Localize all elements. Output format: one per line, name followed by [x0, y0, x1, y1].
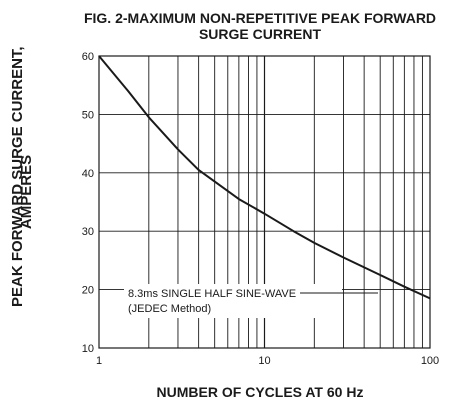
x-tick-label: 1 — [96, 355, 102, 367]
x-tick-label: 100 — [421, 355, 439, 367]
series-line — [98, 55, 431, 300]
y-tick-label: 50 — [82, 109, 94, 121]
y-tick-label: 40 — [82, 168, 94, 180]
y-tick-label: 30 — [82, 226, 94, 238]
y-tick-label: 20 — [82, 285, 94, 297]
y-tick-label: 60 — [82, 51, 94, 63]
chart-title-line-2: SURGE CURRENT — [198, 26, 322, 42]
annotation-text-line-2: (JEDEC Method) — [128, 303, 211, 315]
x-axis-label: NUMBER OF CYCLES AT 60 Hz — [156, 384, 364, 400]
annotation-box — [124, 284, 342, 318]
chart-title: FIG. 2-MAXIMUM NON-REPETITIVE PEAK FORWA… — [83, 10, 437, 26]
y-tick-label: 10 — [82, 343, 94, 355]
annotation-text: 8.3ms SINGLE HALF SINE-WAVE — [128, 288, 296, 300]
x-tick-label: 10 — [258, 355, 270, 367]
